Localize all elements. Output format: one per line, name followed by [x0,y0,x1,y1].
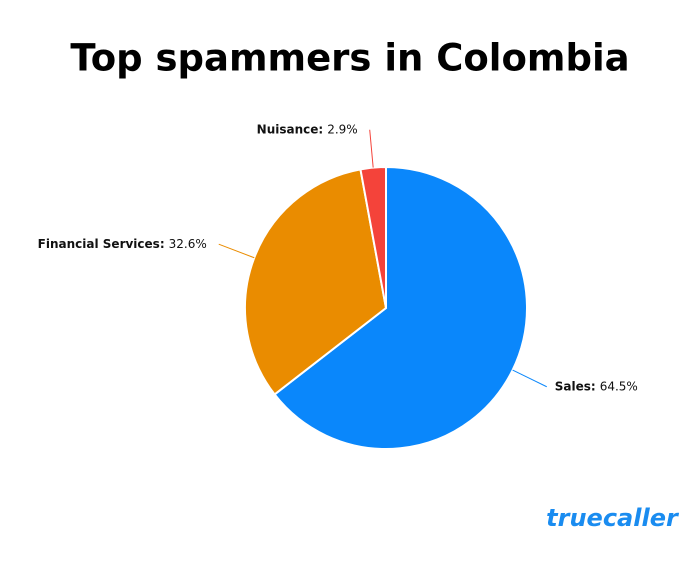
slice-label: Nuisance: 2.9% [257,122,358,136]
brand-logo: truecaller [546,504,680,532]
slice-value: 2.9% [327,122,358,136]
slice-name: Nuisance [257,122,319,136]
chart-title: Top spammers in Colombia [70,37,629,80]
label-separator: : [160,237,165,251]
slice-value: 32.6% [169,237,207,251]
leader-line [369,129,374,168]
leader-line [218,243,255,259]
label-separator: : [591,379,596,393]
slice-name: Sales [555,379,591,393]
leader-line [512,369,547,388]
slice-label: Financial Services: 32.6% [38,237,207,251]
pie-slice [273,165,528,450]
label-separator: : [318,122,323,136]
slice-label: Sales: 64.5% [555,379,638,393]
slice-value: 64.5% [600,379,638,393]
slice-name: Financial Services [38,237,160,251]
